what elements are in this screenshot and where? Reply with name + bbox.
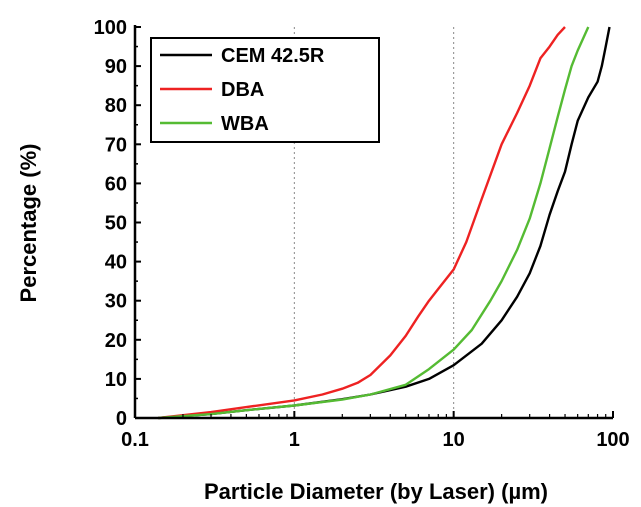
- y-tick-label: 10: [105, 369, 127, 391]
- y-tick-label: 40: [105, 252, 127, 274]
- x-tick-label: 10: [443, 429, 465, 451]
- series-layer: [158, 26, 611, 420]
- x-tick-label: 1: [289, 429, 300, 451]
- y-tick-label: 100: [94, 17, 127, 39]
- legend: CEM 42.5R DBA WBA: [150, 37, 380, 143]
- y-tick-label: 50: [105, 213, 127, 235]
- ticks-layer: 0 10 20 30 40 50 60 70 80 90 100 0.1 1 10 100: [94, 17, 630, 451]
- legend-label-0: CEM 42.5R: [221, 45, 325, 67]
- y-tick-label: 0: [116, 408, 127, 430]
- series-line-1: [158, 26, 566, 420]
- y-tick-label: 70: [105, 134, 127, 156]
- x-tick-label: 0.1: [121, 429, 149, 451]
- y-tick-label: 20: [105, 330, 127, 352]
- y-tick-label: 30: [105, 291, 127, 313]
- y-tick-label: 80: [105, 95, 127, 117]
- x-tick-label: 100: [596, 429, 629, 451]
- legend-label-2: WBA: [221, 113, 269, 135]
- y-axis-title: Percentage (%): [16, 144, 41, 303]
- legend-label-1: DBA: [221, 79, 264, 101]
- y-tick-label: 90: [105, 56, 127, 78]
- y-tick-label: 60: [105, 173, 127, 195]
- x-axis-title: Particle Diameter (by Laser) (µm): [204, 479, 548, 504]
- series-line-2: [158, 26, 590, 420]
